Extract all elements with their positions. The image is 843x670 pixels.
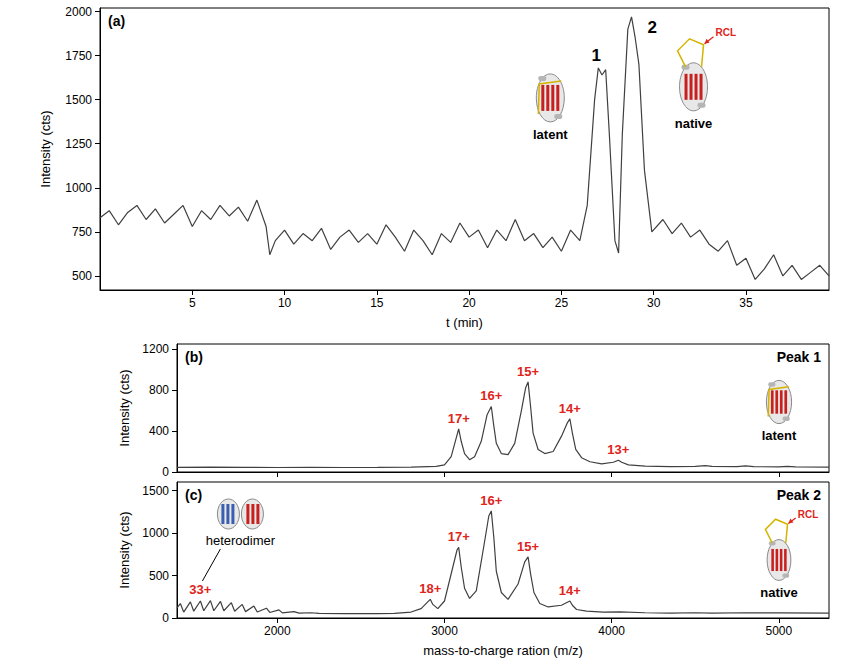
svg-text:1200: 1200 [142,342,169,356]
svg-text:2: 2 [648,18,657,37]
svg-text:0: 0 [162,611,169,625]
svg-text:750: 750 [72,225,92,239]
svg-text:17+: 17+ [448,529,470,544]
svg-text:1750: 1750 [65,49,92,63]
svg-text:2000: 2000 [264,624,291,638]
svg-text:1500: 1500 [65,93,92,107]
svg-text:latent: latent [533,127,568,142]
svg-text:t (min): t (min) [446,315,483,330]
svg-text:16+: 16+ [480,493,502,508]
svg-text:5: 5 [189,296,196,310]
svg-text:4000: 4000 [598,624,625,638]
svg-text:30: 30 [647,296,661,310]
svg-text:native: native [760,585,798,600]
svg-text:35: 35 [739,296,753,310]
svg-text:15+: 15+ [517,364,539,379]
svg-text:33+: 33+ [189,582,211,597]
svg-text:Intensity (cts): Intensity (cts) [117,369,132,446]
svg-text:15: 15 [370,296,384,310]
svg-text:13+: 13+ [607,442,629,457]
svg-text:16+: 16+ [480,388,502,403]
svg-text:1250: 1250 [65,137,92,151]
svg-text:500: 500 [72,269,92,283]
svg-text:1: 1 [592,46,601,65]
svg-text:400: 400 [149,424,169,438]
svg-text:10: 10 [278,296,292,310]
svg-text:25: 25 [555,296,569,310]
svg-text:Intensity (cts): Intensity (cts) [117,511,132,588]
svg-text:1500: 1500 [142,484,169,498]
svg-text:mass-to-charge ration (m/z): mass-to-charge ration (m/z) [423,643,583,658]
svg-text:(c): (c) [185,487,202,503]
svg-text:17+: 17+ [448,411,470,426]
svg-text:Peak 1: Peak 1 [777,349,822,365]
svg-text:2000: 2000 [65,5,92,19]
svg-text:Intensity (cts): Intensity (cts) [38,110,53,187]
svg-text:Peak 2: Peak 2 [777,487,822,503]
svg-text:RCL: RCL [716,27,737,38]
svg-text:5000: 5000 [765,624,792,638]
svg-text:0: 0 [162,465,169,479]
svg-text:14+: 14+ [559,583,581,598]
svg-text:(b): (b) [185,349,203,365]
svg-text:1000: 1000 [142,526,169,540]
svg-text:800: 800 [149,383,169,397]
svg-text:18+: 18+ [419,581,441,596]
svg-text:3000: 3000 [431,624,458,638]
svg-text:(a): (a) [108,13,125,29]
svg-text:RCL: RCL [798,509,819,520]
svg-text:500: 500 [149,569,169,583]
svg-text:latent: latent [762,428,797,443]
svg-text:14+: 14+ [559,401,581,416]
svg-text:1000: 1000 [65,181,92,195]
svg-text:15+: 15+ [517,539,539,554]
svg-text:20: 20 [462,296,476,310]
svg-text:heterodimer: heterodimer [206,533,276,548]
svg-text:native: native [675,116,713,131]
